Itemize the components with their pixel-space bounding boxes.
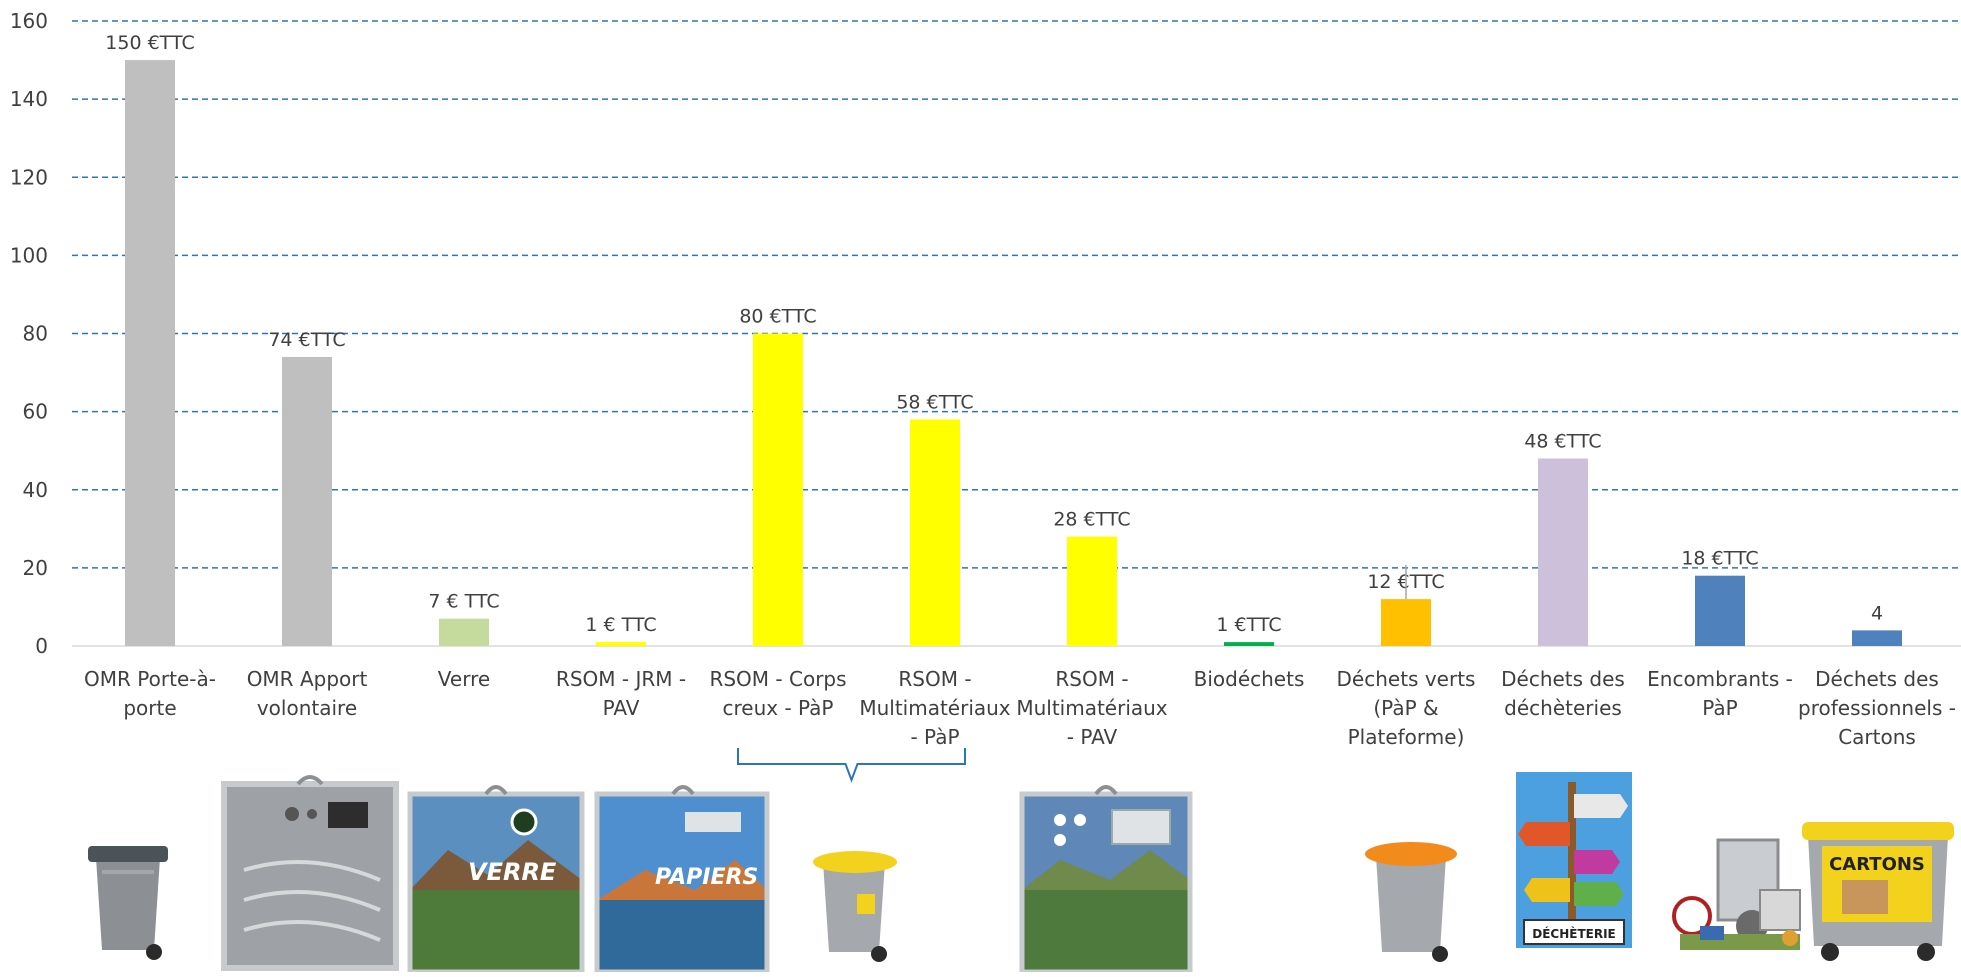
category-label: PàP [1702, 696, 1737, 720]
y-tick-label: 60 [23, 400, 48, 424]
y-tick-label: 140 [10, 87, 48, 111]
category-label: Multimatériaux [1016, 696, 1167, 720]
data-labels: 150 €TTC 74 €TTC 7 € TTC 1 € TTC 80 €TTC 58 €… [105, 32, 1883, 636]
category-label: creux - PàP [722, 696, 833, 720]
category-label: (PàP & [1373, 696, 1438, 720]
y-tick-label: 0 [35, 634, 48, 658]
grey-wheelie-bin-orange-lid-icon [1365, 842, 1457, 962]
verre-drop-container-icon: VERRE [407, 785, 585, 975]
category-label: PAV [603, 696, 640, 720]
category-brackets [737, 748, 966, 783]
bar [1067, 536, 1117, 646]
y-tick-label: 80 [23, 322, 48, 346]
category-label: RSOM - [1055, 667, 1128, 691]
bar [910, 419, 960, 646]
grey-wheelie-bin-dark-lid-icon [88, 846, 168, 960]
data-label: 28 €TTC [1053, 509, 1130, 531]
data-label: 7 € TTC [428, 591, 499, 613]
grey-wheelie-bin-yellow-lid-icon [813, 851, 897, 962]
data-label: 80 €TTC [739, 306, 816, 328]
bulky-waste-pile-icon [1672, 838, 1801, 950]
data-label: 58 €TTC [896, 391, 973, 413]
decheterie-label: DÉCHÈTERIE [1532, 926, 1616, 941]
category-label: Cartons [1838, 725, 1916, 749]
cartons-wheelie-container-icon: CARTONS [1802, 822, 1954, 961]
verre-label: VERRE [468, 858, 557, 886]
category-labels: OMR Porte-à-porte OMR Apport volontaire Ver… [84, 667, 1956, 749]
y-tick-label: 40 [23, 478, 48, 502]
grid-lines [72, 20, 1961, 647]
data-label: 1 € TTC [585, 614, 656, 636]
category-label: déchèteries [1504, 696, 1622, 720]
category-label: - PàP [910, 725, 959, 749]
category-bracket [737, 748, 966, 783]
data-label: 48 €TTC [1524, 431, 1601, 453]
category-label: RSOM - JRM - [556, 667, 686, 691]
data-label: 74 €TTC [268, 329, 345, 351]
bar [282, 356, 332, 646]
category-label: OMR Porte-à- [84, 667, 216, 691]
category-label: Plateforme) [1348, 725, 1465, 749]
papiers-drop-container-icon: PAPIERS [594, 785, 770, 975]
y-tick-label: 20 [23, 556, 48, 580]
category-label: Verre [438, 667, 490, 691]
bar [1224, 642, 1274, 646]
category-label: OMR Apport [247, 667, 368, 691]
data-label: 18 €TTC [1681, 548, 1758, 570]
cartons-label: CARTONS [1829, 854, 1925, 875]
category-label: professionnels - [1798, 696, 1956, 720]
grey-voluntary-drop-container-icon [221, 775, 399, 971]
bar [125, 60, 175, 646]
pictograms: VERRE PAPIERS [88, 772, 1954, 975]
y-tick-label: 160 [10, 9, 48, 33]
bar [439, 618, 489, 646]
category-label: Multimatériaux [859, 696, 1010, 720]
multimaterial-drop-container-icon [1019, 785, 1193, 975]
category-label: RSOM - [898, 667, 971, 691]
bar [1852, 630, 1902, 646]
category-label: Déchets des [1501, 667, 1625, 691]
category-label: - PAV [1067, 725, 1118, 749]
bar [753, 333, 803, 646]
papiers-label: PAPIERS [655, 865, 758, 890]
decheterie-signpost-icon: DÉCHÈTERIE [1516, 772, 1632, 948]
data-label: 150 €TTC [105, 32, 194, 54]
y-tick-label: 120 [10, 165, 48, 189]
y-axis-ticks: 0 20 40 60 80 100 120 140 160 [10, 9, 48, 658]
category-label: Déchets verts [1337, 667, 1476, 691]
category-label: Biodéchets [1194, 667, 1305, 691]
data-label: 4 [1871, 602, 1883, 624]
category-label: Déchets des [1815, 667, 1939, 691]
bar [1695, 575, 1745, 646]
category-label: volontaire [257, 696, 357, 720]
category-label: Encombrants - [1647, 667, 1793, 691]
bar [1538, 458, 1588, 646]
bars [125, 60, 1902, 646]
bar [1381, 599, 1431, 646]
data-label: 1 €TTC [1216, 614, 1281, 636]
y-tick-label: 100 [10, 243, 48, 267]
category-label: RSOM - Corps [709, 667, 846, 691]
bar [596, 642, 646, 646]
category-label: porte [123, 696, 176, 720]
